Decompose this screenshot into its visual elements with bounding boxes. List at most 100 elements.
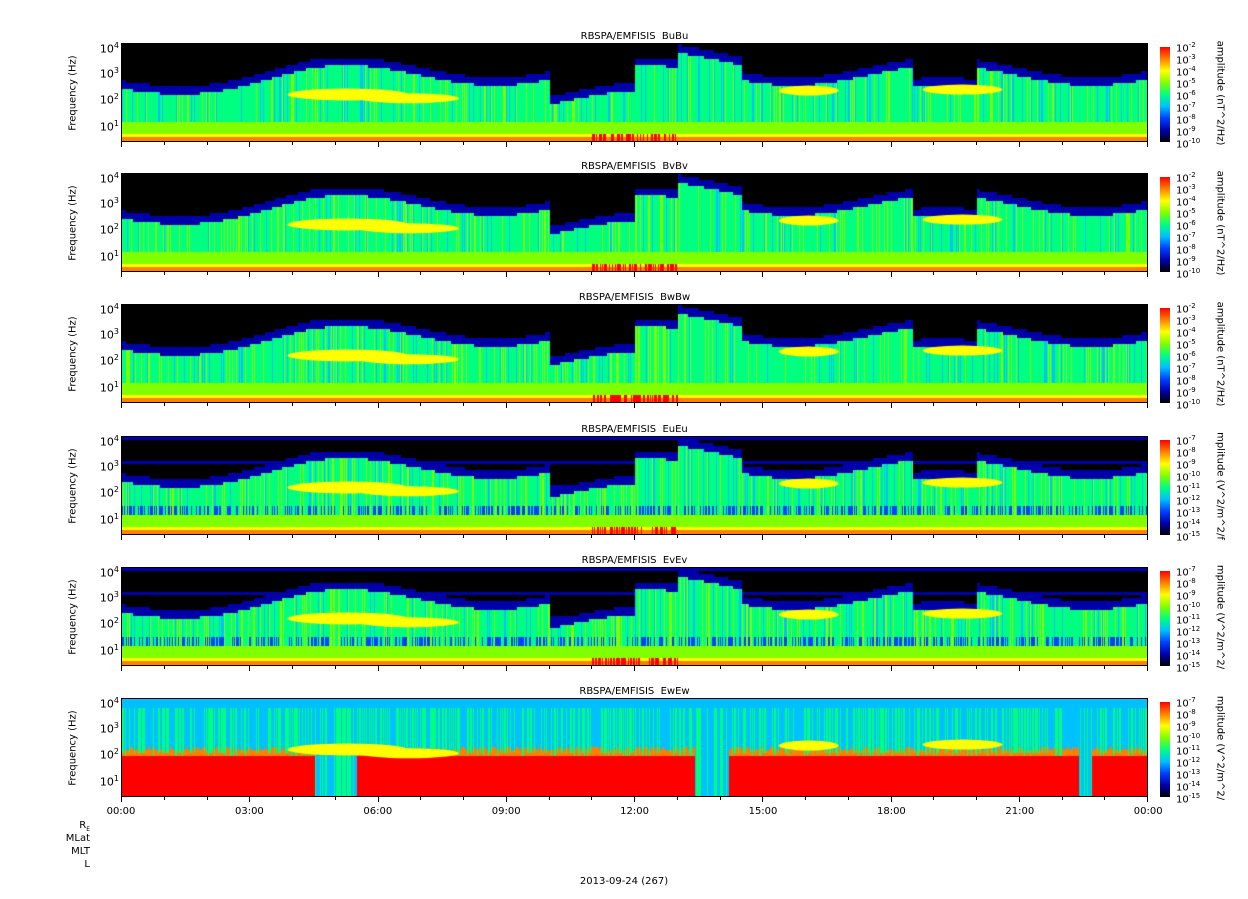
- x-tick-mark: [463, 666, 464, 669]
- x-tick-mark: [591, 403, 593, 406]
- colorbar-tick-label: 10-9: [1176, 386, 1196, 400]
- colorbar-tick-label: 10-7: [1176, 696, 1196, 710]
- colorbar-title: amplitude (nT^2/Hz): [1214, 170, 1226, 275]
- x-tick-mark: [591, 666, 593, 669]
- x-tick-mark: [1061, 535, 1063, 538]
- x-tick-mark: [377, 797, 379, 802]
- panel-title: RBSPA/EMFISIS EvEv: [581, 555, 688, 566]
- panel-title: RBSPA/EMFISIS BvBv: [581, 161, 688, 172]
- colorbar-tick-label: 10-8: [1176, 374, 1196, 388]
- y-tick-label: 103: [99, 590, 119, 605]
- row-label-re: RE: [79, 820, 90, 833]
- x-tick-mark: [890, 666, 892, 671]
- colorbar-title: amplitude (nT^2/Hz): [1214, 40, 1226, 145]
- x-tick-mark: [463, 142, 464, 145]
- x-tick-mark: [847, 403, 849, 406]
- colorbar-tick-label: 10-3: [1176, 183, 1196, 197]
- time-tick-label: 09:00: [491, 806, 521, 817]
- spectrogram-plot: [121, 43, 1148, 142]
- time-tick-label: 00:00: [106, 806, 136, 817]
- x-tick-mark: [505, 272, 507, 277]
- x-tick-mark: [292, 272, 293, 275]
- x-tick-mark: [1061, 272, 1063, 275]
- x-tick-mark: [420, 797, 422, 800]
- colorbar: [1160, 440, 1170, 535]
- x-tick-mark: [719, 535, 721, 538]
- y-tick-label: 104: [99, 41, 119, 56]
- panel-5: RBSPA/EMFISIS EwEw Frequency (Hz) 101 102 10…: [0, 686, 1248, 829]
- spectrogram-image: [122, 305, 1147, 402]
- y-tick-label: 101: [99, 512, 119, 527]
- x-tick-mark: [249, 535, 251, 540]
- x-tick-mark: [719, 403, 721, 406]
- x-tick-mark: [976, 403, 977, 406]
- x-tick-mark: [463, 272, 464, 275]
- x-tick-mark: [206, 797, 208, 800]
- x-tick-mark: [890, 797, 892, 802]
- spectrogram-image: [122, 174, 1147, 271]
- x-tick-mark: [292, 535, 293, 538]
- x-tick-mark: [377, 403, 379, 408]
- x-tick-mark: [591, 142, 593, 145]
- panel-title: RBSPA/EMFISIS BuBu: [580, 31, 689, 42]
- x-tick-mark: [805, 403, 806, 406]
- x-tick-mark: [377, 666, 379, 671]
- x-tick-mark: [933, 142, 935, 145]
- x-tick-mark: [933, 535, 935, 538]
- date-label: 2013-09-24 (267): [579, 876, 669, 887]
- x-tick-mark: [463, 403, 464, 406]
- y-tick-label: 101: [99, 119, 119, 134]
- x-tick-mark: [719, 272, 721, 275]
- x-tick-mark: [548, 797, 550, 800]
- x-tick-mark: [1018, 666, 1020, 671]
- colorbar: [1160, 571, 1170, 666]
- colorbar-tick-label: 10-2: [1176, 302, 1196, 316]
- x-tick-mark: [505, 403, 507, 408]
- x-tick-mark: [249, 142, 251, 147]
- x-tick-mark: [1061, 142, 1063, 145]
- x-tick-marks: [121, 142, 1148, 148]
- spectrogram-image: [122, 699, 1147, 796]
- x-tick-mark: [1018, 535, 1020, 540]
- x-tick-mark: [676, 272, 678, 275]
- x-tick-mark: [206, 272, 208, 275]
- colorbar-tick-label: 10-5: [1176, 338, 1196, 352]
- x-tick-mark: [377, 142, 379, 147]
- y-tick-label: 103: [99, 459, 119, 474]
- colorbar-tick-label: 10-7: [1176, 565, 1196, 579]
- colorbar-tick-label: 10-15: [1176, 661, 1201, 675]
- x-tick-mark: [505, 142, 507, 147]
- y-tick-label: 101: [99, 380, 119, 395]
- colorbar-tick-label: 10-4: [1176, 326, 1196, 340]
- colorbar-tick-label: 10-9: [1176, 589, 1196, 603]
- x-tick-mark: [976, 535, 977, 538]
- colorbar-title: mplitude (V^2/m^2/: [1214, 695, 1226, 800]
- x-tick-mark: [634, 142, 635, 147]
- colorbar-tick-label: 10-6: [1176, 350, 1196, 364]
- colorbar-tick-label: 10-4: [1176, 195, 1196, 209]
- x-tick-mark: [548, 535, 550, 538]
- colorbar-tick-label: 10-6: [1176, 89, 1196, 103]
- x-tick-mark: [890, 403, 892, 408]
- colorbar-tick-label: 10-10: [1176, 267, 1201, 281]
- colorbar-tick-label: 10-15: [1176, 530, 1201, 544]
- x-tick-mark: [334, 666, 336, 669]
- colorbar-tick-label: 10-14: [1176, 518, 1201, 532]
- colorbar-tick-label: 10-6: [1176, 219, 1196, 233]
- colorbar-tick-label: 10-7: [1176, 434, 1196, 448]
- x-tick-mark: [463, 797, 464, 800]
- x-tick-mark: [719, 142, 721, 145]
- colorbar-tick-label: 10-5: [1176, 77, 1196, 91]
- colorbar-tick-label: 10-8: [1176, 446, 1196, 460]
- x-tick-mark: [762, 272, 764, 277]
- x-tick-marks: [121, 272, 1148, 278]
- row-label-l: L: [84, 859, 90, 870]
- x-tick-mark: [420, 272, 422, 275]
- colorbar-tick-label: 10-13: [1176, 506, 1201, 520]
- x-tick-marks: [121, 535, 1148, 541]
- x-tick-mark: [1061, 403, 1063, 406]
- x-tick-mark: [121, 535, 122, 540]
- spectrogram-plot: [121, 173, 1148, 272]
- colorbar-tick-label: 10-12: [1176, 756, 1201, 770]
- y-tick-label: 101: [99, 774, 119, 789]
